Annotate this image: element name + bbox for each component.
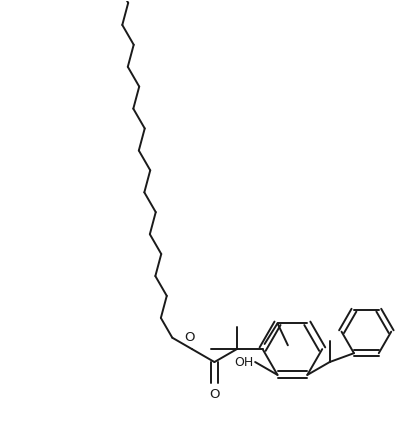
Text: OH: OH xyxy=(233,356,253,369)
Text: O: O xyxy=(209,388,219,401)
Text: O: O xyxy=(183,331,194,344)
